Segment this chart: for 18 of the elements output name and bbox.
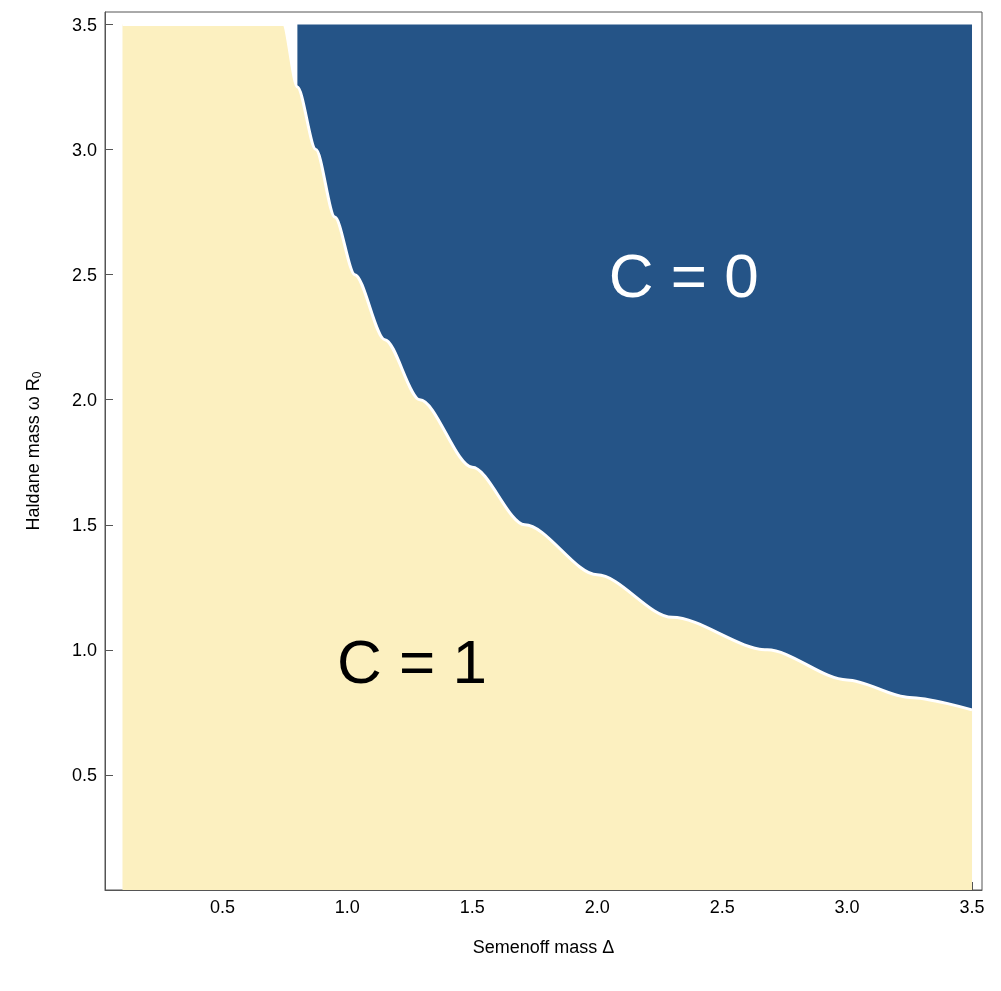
y-tick-label: 0.5: [71, 764, 97, 785]
series-label: C = 1: [336, 627, 487, 697]
y-tick-label: 2.0: [71, 389, 97, 410]
x-tick-label: 2.0: [584, 897, 610, 917]
x-tick-label: 0.5: [209, 897, 235, 917]
x-tick-label: 1.0: [334, 897, 360, 917]
y-tick-label: 3.0: [71, 139, 97, 160]
x-tick-label: 3.5: [959, 897, 985, 917]
x-tick-label: 1.5: [459, 897, 485, 917]
y-tick-label: 1.5: [71, 514, 97, 535]
y-tick-label: 1.0: [71, 639, 97, 660]
x-tick-label: 2.5: [709, 897, 735, 917]
y-tick-label: 3.5: [71, 14, 97, 35]
y-tick-label: 2.5: [71, 264, 97, 285]
series-label: C = 0: [608, 240, 759, 310]
x-tick-label: 3.0: [834, 897, 860, 917]
y-axis-title: Haldane mass ω R0: [23, 371, 44, 531]
x-axis-title: Semenoff mass Δ: [472, 937, 615, 957]
